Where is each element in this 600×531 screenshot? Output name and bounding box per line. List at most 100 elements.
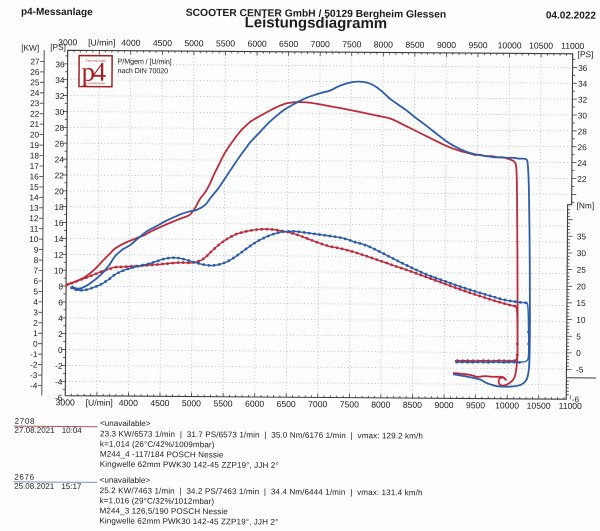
svg-text:26: 26 bbox=[30, 67, 40, 77]
svg-text:6500: 6500 bbox=[279, 39, 298, 49]
svg-text:0: 0 bbox=[576, 348, 581, 358]
svg-text:10000: 10000 bbox=[495, 400, 519, 410]
svg-text:8: 8 bbox=[34, 255, 39, 265]
svg-text:6000: 6000 bbox=[248, 39, 267, 49]
svg-text:27.08.2021: 27.08.2021 bbox=[15, 426, 56, 435]
svg-text:18: 18 bbox=[54, 202, 64, 212]
svg-text:4: 4 bbox=[58, 313, 63, 323]
svg-text:nach DIN 70020: nach DIN 70020 bbox=[118, 66, 169, 75]
svg-text:12: 12 bbox=[29, 213, 39, 223]
svg-text:35: 35 bbox=[577, 231, 587, 241]
svg-text:24: 24 bbox=[55, 154, 65, 164]
svg-text:[KW]: [KW] bbox=[21, 43, 39, 53]
svg-text:4000: 4000 bbox=[119, 398, 138, 408]
svg-text:p4: p4 bbox=[81, 57, 106, 87]
svg-text:11000: 11000 bbox=[559, 401, 583, 411]
svg-text:9: 9 bbox=[34, 245, 39, 255]
svg-text:24: 24 bbox=[30, 88, 40, 98]
svg-text:04.02.2022: 04.02.2022 bbox=[546, 10, 597, 21]
svg-text:4500: 4500 bbox=[153, 38, 172, 48]
svg-text:6: 6 bbox=[58, 297, 63, 307]
svg-text:5: 5 bbox=[33, 286, 38, 296]
svg-text:15:17: 15:17 bbox=[61, 482, 82, 491]
svg-text:10:04: 10:04 bbox=[62, 426, 83, 435]
svg-text:3000: 3000 bbox=[58, 37, 77, 47]
svg-text:12: 12 bbox=[54, 250, 64, 260]
svg-text:2676: 2676 bbox=[14, 473, 35, 482]
svg-text:34: 34 bbox=[55, 75, 65, 85]
svg-text:Leistungsdiagramm: Leistungsdiagramm bbox=[245, 14, 388, 32]
svg-text:<unavailable>: <unavailable> bbox=[100, 476, 151, 485]
svg-text:-4: -4 bbox=[30, 380, 38, 390]
svg-text:1: 1 bbox=[33, 328, 38, 338]
svg-text:27: 27 bbox=[30, 56, 40, 66]
svg-text:9000: 9000 bbox=[437, 40, 456, 50]
svg-text:P/Mgem / [U/min]: P/Mgem / [U/min] bbox=[118, 57, 172, 66]
svg-text:6500: 6500 bbox=[277, 399, 296, 409]
svg-text:SCOOTER CENTER GmbH / 50129 Be: SCOOTER CENTER GmbH / 50129 Bergheim Gle… bbox=[186, 8, 446, 21]
svg-text:9500: 9500 bbox=[466, 400, 485, 410]
svg-text:Antriebstechnik: Antriebstechnik bbox=[85, 59, 106, 63]
svg-text:3: 3 bbox=[33, 307, 38, 317]
svg-text:-4: -4 bbox=[55, 377, 63, 387]
svg-text:15: 15 bbox=[29, 182, 39, 192]
svg-text:5000: 5000 bbox=[182, 398, 201, 408]
svg-text:23: 23 bbox=[30, 98, 40, 108]
svg-text:[U/min]: [U/min] bbox=[86, 398, 113, 408]
svg-text:[Nm]: [Nm] bbox=[577, 200, 595, 210]
svg-text:k=1,014 (26°C/42%/1009mbar): k=1,014 (26°C/42%/1009mbar) bbox=[100, 440, 215, 450]
svg-text:-5: -5 bbox=[576, 365, 584, 375]
svg-text:11: 11 bbox=[30, 224, 39, 234]
svg-text:M244_4 -117/184 POSCH Nessie: M244_4 -117/184 POSCH Nessie bbox=[100, 450, 224, 460]
svg-text:Kingwelle 62mm PWK30 142-45 ZZ: Kingwelle 62mm PWK30 142-45 ZZP19°, JJH … bbox=[99, 516, 278, 526]
svg-text:10: 10 bbox=[576, 315, 586, 325]
svg-text:7000: 7000 bbox=[311, 39, 330, 49]
svg-text:7000: 7000 bbox=[308, 399, 327, 409]
svg-text:2: 2 bbox=[33, 318, 38, 328]
svg-text:8500: 8500 bbox=[403, 400, 422, 410]
svg-text:p4-Messanlage: p4-Messanlage bbox=[21, 7, 93, 19]
svg-text:19: 19 bbox=[30, 140, 40, 150]
svg-text:30: 30 bbox=[578, 110, 588, 120]
svg-text:34: 34 bbox=[578, 79, 588, 89]
svg-text:36: 36 bbox=[578, 63, 588, 73]
svg-text:8000: 8000 bbox=[371, 400, 390, 410]
svg-text:6: 6 bbox=[33, 276, 38, 286]
svg-text:23.3 KW/6573 1/min | 31.7 PS: 23.3 KW/6573 1/min | 31.7 PS/6573 1/min … bbox=[100, 429, 423, 440]
svg-text:30: 30 bbox=[55, 107, 65, 117]
svg-text:9500: 9500 bbox=[468, 40, 487, 50]
svg-text:9000: 9000 bbox=[434, 400, 453, 410]
svg-text:10: 10 bbox=[54, 265, 64, 275]
svg-text:7: 7 bbox=[33, 265, 38, 275]
svg-text:15: 15 bbox=[576, 298, 586, 308]
svg-text:10: 10 bbox=[29, 234, 39, 244]
svg-text:3000: 3000 bbox=[56, 397, 75, 407]
svg-text:28: 28 bbox=[578, 126, 588, 136]
svg-text:5500: 5500 bbox=[213, 398, 232, 408]
svg-text:25.2 KW/7463 1/min | 34.2 PS: 25.2 KW/7463 1/min | 34.2 PS/7463 1/min … bbox=[100, 486, 423, 497]
svg-text:20: 20 bbox=[30, 130, 40, 140]
svg-text:4000: 4000 bbox=[121, 38, 140, 48]
svg-text:30: 30 bbox=[577, 248, 587, 258]
svg-text:-6: -6 bbox=[572, 394, 580, 404]
svg-text:24: 24 bbox=[577, 158, 587, 168]
svg-text:p4 prüfsysteme: p4 prüfsysteme bbox=[86, 81, 106, 85]
svg-text:32: 32 bbox=[578, 95, 588, 105]
svg-text:26: 26 bbox=[577, 142, 587, 152]
svg-text:5000: 5000 bbox=[184, 38, 203, 48]
svg-text:20: 20 bbox=[577, 281, 587, 291]
svg-text:0: 0 bbox=[58, 345, 63, 355]
svg-text:25.08.2021: 25.08.2021 bbox=[14, 482, 55, 491]
svg-text:10500: 10500 bbox=[529, 41, 553, 51]
svg-text:7500: 7500 bbox=[340, 399, 359, 409]
svg-text:0: 0 bbox=[33, 339, 38, 349]
svg-text:10500: 10500 bbox=[527, 401, 551, 411]
svg-text:16: 16 bbox=[30, 171, 40, 181]
svg-text:14: 14 bbox=[54, 234, 64, 244]
svg-text:-2: -2 bbox=[30, 360, 38, 370]
svg-text:2708: 2708 bbox=[15, 417, 36, 426]
svg-text:16: 16 bbox=[54, 218, 64, 228]
svg-text:36: 36 bbox=[55, 59, 65, 69]
svg-text:8: 8 bbox=[58, 281, 63, 291]
svg-text:Kingwelle 62mm PWK30 142-45 ZZ: Kingwelle 62mm PWK30 142-45 ZZP19°, JJH … bbox=[100, 460, 279, 470]
